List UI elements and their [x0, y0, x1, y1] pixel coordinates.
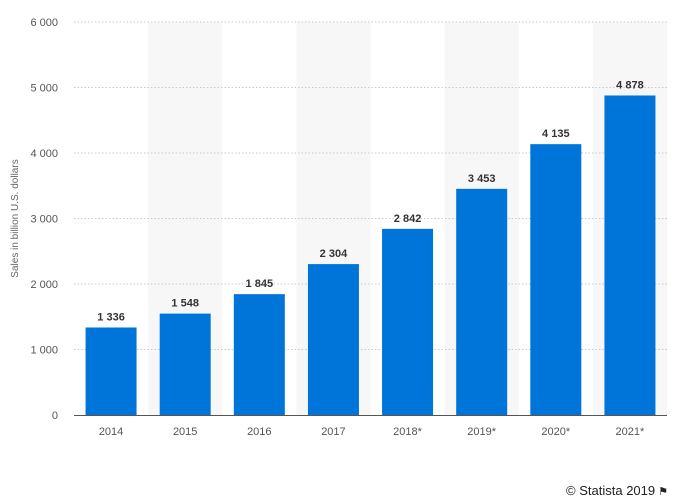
- x-tick-label: 2019*: [467, 426, 496, 438]
- y-tick-label: 0: [52, 410, 58, 422]
- value-label: 4 135: [542, 128, 570, 140]
- y-tick-label: 5 000: [30, 83, 58, 95]
- value-label: 2 304: [320, 248, 348, 260]
- value-label: 4 878: [616, 79, 644, 91]
- value-label: 2 842: [394, 213, 422, 225]
- bar[interactable]: [233, 294, 285, 415]
- y-axis-title: Sales in billion U.S. dollars: [10, 159, 21, 277]
- y-tick-label: 2 000: [30, 279, 58, 291]
- y-tick-label: 3 000: [30, 214, 58, 226]
- x-tick-label: 2018*: [393, 426, 422, 438]
- x-tick-label: 2015: [173, 426, 197, 438]
- bar[interactable]: [159, 313, 211, 415]
- flag-icon[interactable]: ⚑: [658, 486, 668, 498]
- bar[interactable]: [85, 327, 137, 415]
- x-tick-label: 2020*: [541, 426, 570, 438]
- value-label: 3 453: [468, 173, 496, 185]
- bars: [85, 95, 656, 415]
- value-label: 1 336: [97, 311, 125, 323]
- bar[interactable]: [382, 228, 434, 415]
- credit-text: © Statista 2019: [566, 483, 656, 498]
- credit[interactable]: © Statista 2019 ⚑: [566, 483, 668, 498]
- x-tick-label: 2014: [99, 426, 123, 438]
- y-tick-label: 6 000: [30, 17, 58, 29]
- value-label: 1 548: [171, 298, 199, 310]
- bar[interactable]: [604, 95, 656, 415]
- x-tick-label: 2016: [247, 426, 271, 438]
- value-label: 1 845: [246, 278, 274, 290]
- x-tick-label: 2017: [321, 426, 345, 438]
- bar[interactable]: [456, 188, 508, 415]
- y-axis-ticks: 0 1 000 2 000 3 000 4 000 5 000 6 000: [30, 17, 58, 422]
- x-axis-ticks: 2014 2015 2016 2017 2018* 2019* 2020* 2021*: [99, 426, 645, 438]
- bar[interactable]: [307, 264, 359, 415]
- y-tick-label: 1 000: [30, 345, 58, 357]
- value-labels: 1 336 1 548 1 845 2 304 2 842 3 453 4 135 4 878: [97, 79, 643, 323]
- bar[interactable]: [530, 144, 582, 415]
- x-tick-label: 2021*: [616, 426, 645, 438]
- y-tick-label: 4 000: [30, 148, 58, 160]
